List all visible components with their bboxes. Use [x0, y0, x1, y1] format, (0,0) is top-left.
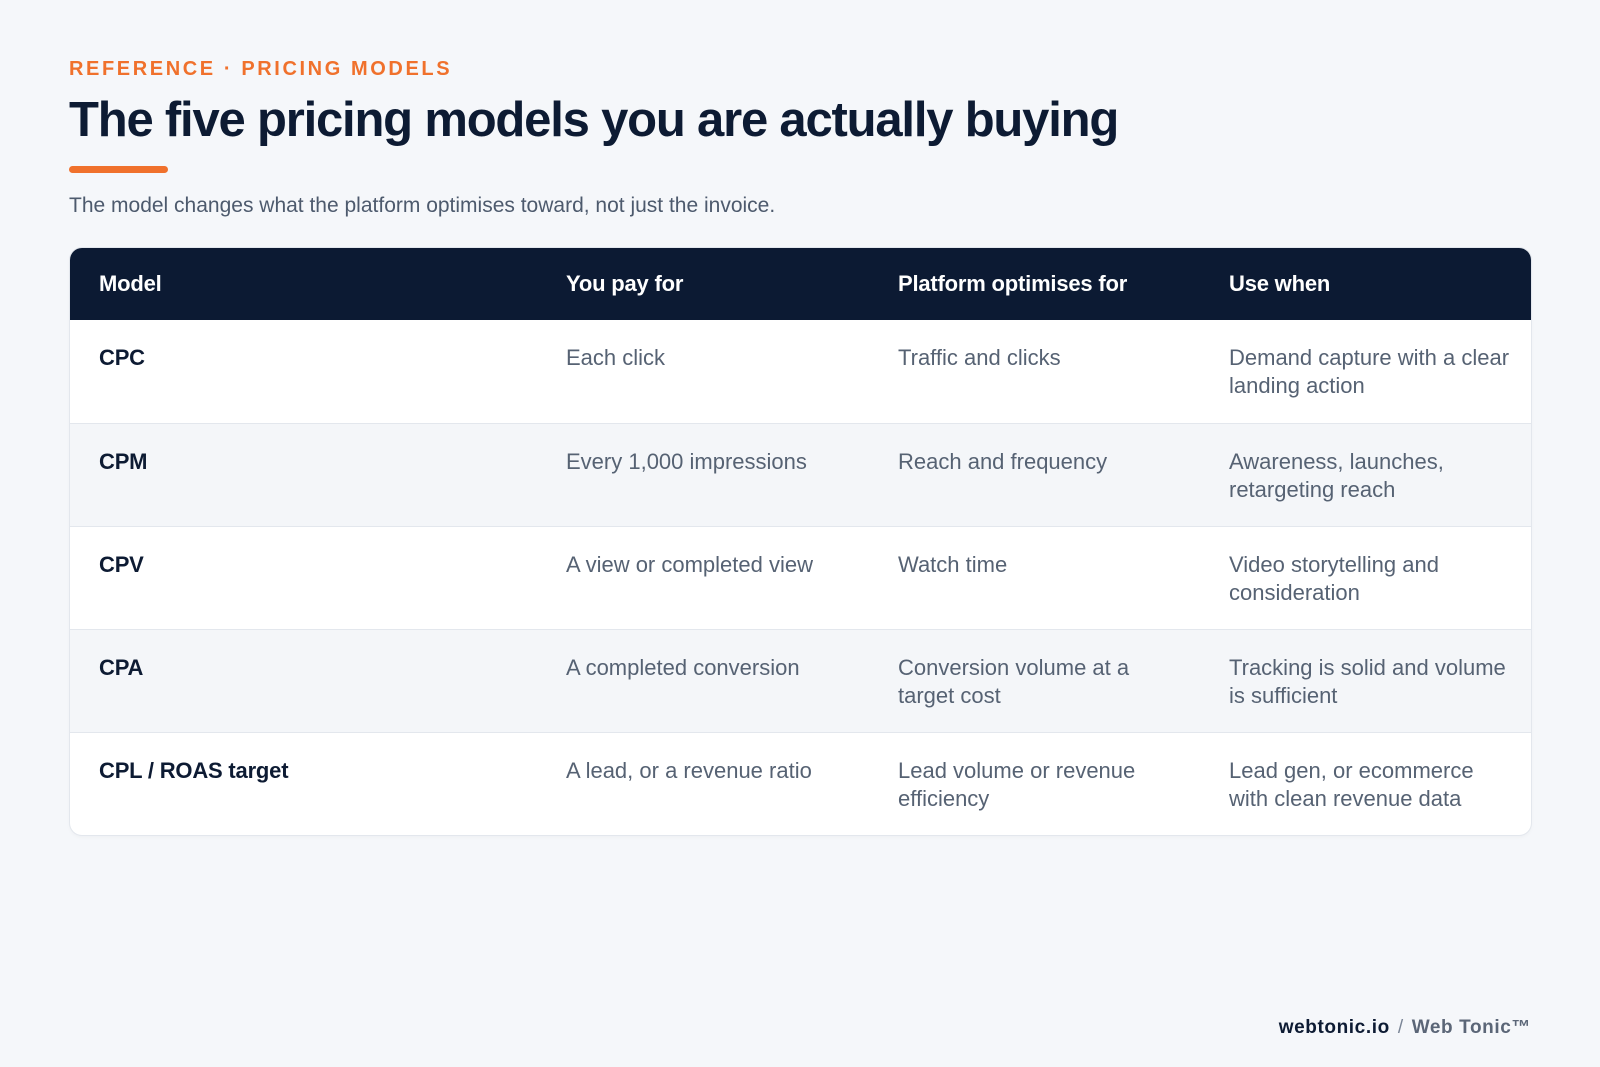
pricing-models-table: Model You pay for Platform optimises for… [70, 248, 1531, 835]
cell-model: CPA [70, 628, 537, 732]
cell-pay-for: A completed conversion [537, 628, 869, 732]
column-header-use-when: Use when [1229, 271, 1331, 296]
cell-use-when: Demand capture with a clear landing acti… [1229, 345, 1510, 398]
cell-model: CPL / ROAS target [70, 731, 537, 835]
cell-model: CPV [70, 525, 537, 629]
table-row: CPL / ROAS target A lead, or a revenue r… [70, 731, 1531, 835]
table-row: CPC Each click Traffic and clicks Demand… [70, 320, 1531, 423]
cell-pay-for: A lead, or a revenue ratio [537, 731, 869, 835]
column-header-pay-for: You pay for [566, 271, 684, 296]
cell-pay-for: Every 1,000 impressions [537, 422, 869, 526]
cell-optimises-for: Watch time [869, 525, 1200, 629]
page-subtitle: The model changes what the platform opti… [69, 194, 776, 217]
cell-optimises-for: Conversion volume at a target cost [869, 628, 1200, 732]
cell-use-when: Lead gen, or ecommerce with clean revenu… [1200, 731, 1531, 835]
cell-optimises-for: Lead volume or revenue efficiency [869, 731, 1200, 835]
footer-credit: webtonic.io / Web Tonic™ [1279, 1017, 1531, 1039]
cell-optimises-for: Traffic and clicks [898, 345, 1061, 370]
table-body: CPC Each click Traffic and clicks Demand… [70, 320, 1531, 835]
column-header-optimises-for: Platform optimises for [898, 271, 1128, 296]
table-row: CPA A completed conversion Conversion vo… [70, 628, 1531, 732]
table-header-row: Model You pay for Platform optimises for… [70, 248, 1531, 320]
table-row: CPM Every 1,000 impressions Reach and fr… [70, 422, 1531, 526]
cell-use-when: Awareness, launches, retargeting reach [1200, 422, 1531, 526]
table-row: CPV A view or completed view Watch time … [70, 525, 1531, 629]
eyebrow-label: REFERENCE · PRICING MODELS [69, 58, 453, 80]
column-header-model: Model [99, 271, 162, 296]
title-accent-bar [69, 166, 168, 173]
pricing-models-table-card: Model You pay for Platform optimises for… [70, 248, 1531, 835]
cell-model: CPM [70, 422, 537, 526]
cell-pay-for: Each click [566, 345, 666, 370]
footer-brand: Web Tonic™ [1411, 1017, 1531, 1038]
table-header: Model You pay for Platform optimises for… [70, 248, 1531, 320]
cell-model: CPC [99, 345, 145, 370]
cell-use-when: Tracking is solid and volume is sufficie… [1200, 628, 1531, 732]
cell-use-when: Video storytelling and consideration [1200, 525, 1531, 629]
cell-pay-for: A view or completed view [537, 525, 869, 629]
page-title: The five pricing models you are actually… [69, 93, 1119, 147]
footer-separator: / [1397, 1017, 1404, 1038]
footer-domain: webtonic.io [1278, 1017, 1390, 1038]
cell-optimises-for: Reach and frequency [869, 422, 1200, 526]
